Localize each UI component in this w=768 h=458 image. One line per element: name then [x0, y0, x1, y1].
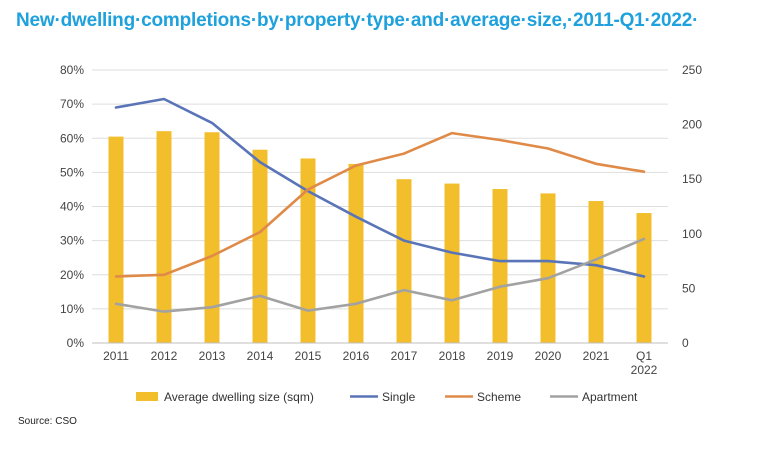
bar-average-size — [348, 163, 364, 343]
bar-layer — [108, 131, 652, 343]
bar-average-size — [204, 132, 220, 343]
y-left-tick-label: 30% — [60, 234, 84, 248]
legend: Average dwelling size (sqm) Single Scheme A… — [136, 390, 638, 404]
x-tick-label: 2018 — [439, 349, 466, 363]
legend-label: Apartment — [582, 390, 638, 404]
x-tick-label: 2014 — [247, 349, 274, 363]
bar-average-size — [108, 136, 124, 343]
x-tick-label: 2013 — [199, 349, 226, 363]
y-left-tick-label: 80% — [60, 63, 84, 77]
bar-average-size — [636, 213, 652, 343]
y-right-tick-label: 200 — [682, 118, 702, 132]
legend-label: Scheme — [477, 390, 521, 404]
x-tick-label: 2019 — [487, 349, 514, 363]
y-left-tick-label: 60% — [60, 131, 84, 145]
bar-average-size — [252, 149, 268, 343]
y-right-tick-label: 0 — [682, 336, 689, 350]
legend-label: Single — [382, 390, 416, 404]
x-tick-label: 2016 — [343, 349, 370, 363]
x-tick-label: 2017 — [391, 349, 418, 363]
source-note: Source: CSO — [18, 416, 77, 427]
y-left-tick-label: 70% — [60, 97, 84, 111]
series-line-apartment — [114, 237, 646, 313]
bar-average-size — [444, 183, 460, 343]
line-layer — [114, 97, 646, 313]
bar-average-size — [492, 189, 508, 343]
y-left-tick-label: 0% — [67, 336, 85, 350]
y-right-tick-label: 100 — [682, 227, 702, 241]
y-left-tick-label: 50% — [60, 165, 84, 179]
bar-average-size — [540, 193, 556, 343]
y-right-tick-label: 150 — [682, 172, 702, 186]
x-tick-label: 2011 — [103, 349, 129, 363]
series-line-scheme — [114, 131, 646, 278]
x-tick-label: 2021 — [583, 349, 610, 363]
bar-average-size — [156, 131, 172, 343]
grid-layer — [92, 69, 668, 310]
y-right-tick-label: 50 — [682, 281, 696, 295]
bar-average-size — [396, 179, 412, 343]
series-line-single — [114, 97, 646, 278]
y-left-tick-label: 40% — [60, 200, 84, 214]
y-right-tick-label: 250 — [682, 63, 702, 77]
x-tick-label: Q1 2022 — [631, 349, 658, 377]
legend-swatch-bar — [136, 392, 158, 401]
bar-average-size — [300, 158, 316, 343]
y-left-tick-label: 10% — [60, 302, 84, 316]
bar-average-size — [588, 201, 604, 343]
y-left-tick-label: 20% — [60, 268, 84, 282]
x-tick-label: 2012 — [151, 349, 178, 363]
x-tick-label: 2020 — [535, 349, 562, 363]
legend-label: Average dwelling size (sqm) — [164, 390, 314, 404]
axis-layer: 0% 10% 20% 30% 40% 50% 60% 70% 80% 0 50 100 150 200 25… — [60, 63, 702, 377]
x-tick-label: 2015 — [295, 349, 322, 363]
chart-title: New·dwelling·completions·by·property·typ… — [16, 10, 699, 31]
